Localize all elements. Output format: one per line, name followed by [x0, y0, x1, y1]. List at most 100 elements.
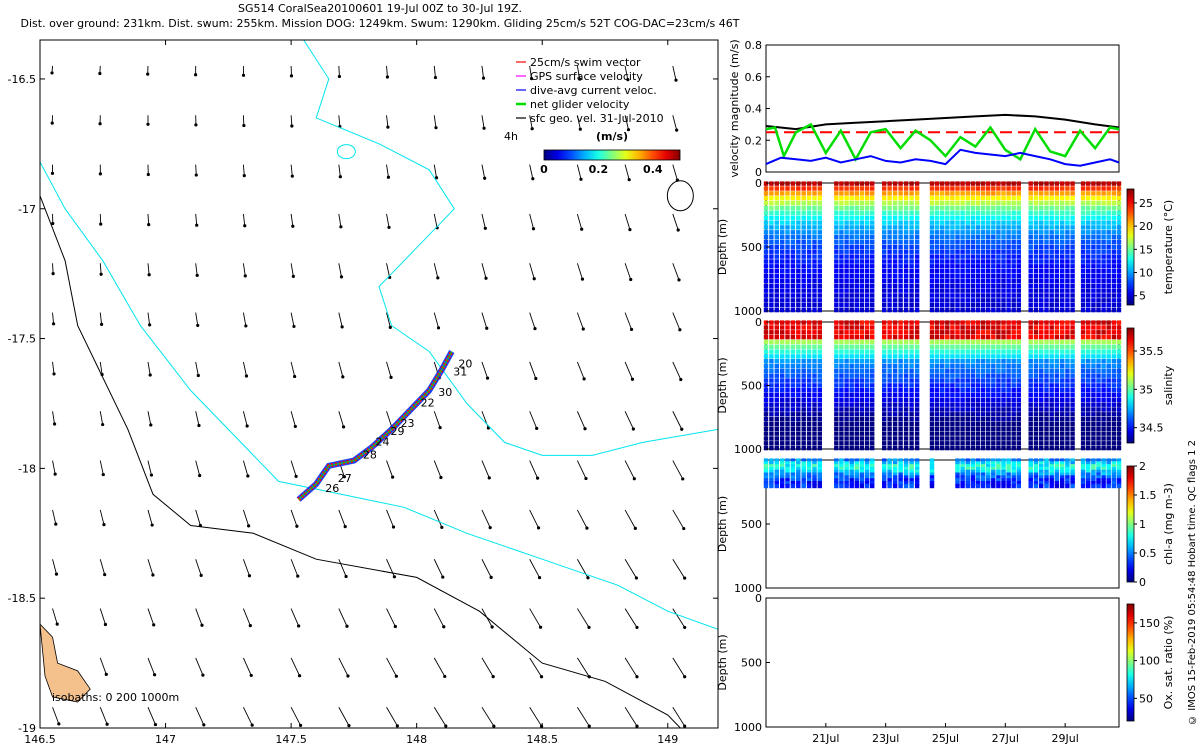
profile-dot — [790, 230, 796, 235]
profile-dot — [965, 475, 970, 480]
profile-dot — [882, 288, 887, 293]
profile-dot — [1028, 481, 1033, 486]
profile-dot — [1049, 307, 1054, 313]
profile-dot — [1011, 478, 1016, 483]
profile-dot — [1049, 293, 1054, 298]
profile-dot — [909, 293, 914, 298]
profile-dot — [806, 181, 812, 186]
profile-dot — [859, 215, 865, 220]
profile-dot — [844, 472, 849, 477]
profile-dot — [763, 441, 769, 446]
profile-dot — [970, 344, 976, 349]
profile-dot — [1065, 186, 1070, 191]
profile-dot — [790, 363, 796, 369]
profile-dot — [1070, 278, 1075, 284]
profile-dot — [763, 402, 769, 407]
profile-dot — [955, 363, 960, 369]
current-vector — [242, 312, 247, 327]
current-vector — [433, 65, 436, 78]
profile-dot — [887, 334, 892, 340]
profile-dot — [774, 325, 779, 330]
profile-dot — [898, 239, 903, 245]
profile-dot — [909, 320, 914, 325]
current-vector-head — [578, 127, 582, 131]
profile-dot — [950, 288, 955, 293]
profile-dot — [796, 421, 801, 427]
profile-dot — [854, 215, 859, 220]
profile-dot — [1049, 200, 1054, 206]
profile-dot — [1033, 307, 1039, 313]
profile-dot — [1011, 191, 1016, 196]
profile-dot — [769, 472, 774, 477]
profile-dot — [1054, 230, 1060, 235]
profile-dot — [849, 397, 854, 403]
profile-dot — [854, 466, 859, 472]
current-vector-head — [342, 475, 346, 479]
profile-dot — [892, 278, 898, 284]
profile-dot — [1086, 320, 1091, 325]
current-vector-head — [51, 272, 55, 276]
profile-dot — [934, 191, 940, 196]
profile-dot — [1086, 191, 1091, 196]
profile-dot — [1060, 472, 1065, 477]
profile-dot — [892, 196, 898, 201]
profile-dot — [870, 466, 875, 472]
profile-dot — [965, 445, 970, 451]
profile-dot — [1080, 475, 1086, 480]
profile-dot — [780, 466, 785, 472]
profile-dot — [796, 230, 801, 235]
profile-dot — [914, 234, 920, 240]
profile-dot — [991, 205, 996, 211]
profile-dot — [975, 373, 981, 378]
profile-dot — [1080, 412, 1086, 417]
profile-dot — [934, 349, 940, 354]
profile-dot — [986, 259, 991, 264]
track-day-label: 26 — [325, 482, 339, 495]
profile-dot — [980, 244, 986, 250]
profile-dot — [965, 196, 970, 201]
current-vector-head — [197, 423, 201, 428]
profile-dot — [892, 344, 898, 349]
profile-dot — [834, 475, 839, 480]
profile-dot — [769, 441, 774, 446]
profile-dot — [1101, 288, 1106, 293]
current-vector — [386, 65, 388, 78]
profile-dot — [780, 475, 785, 480]
profile-dot — [1086, 483, 1091, 489]
profile-dot — [929, 264, 935, 269]
profile-dot — [849, 407, 854, 412]
profile-dot — [859, 464, 865, 469]
profile-dot — [903, 254, 909, 259]
profile-dot — [774, 354, 779, 359]
profile-dot — [950, 244, 955, 250]
profile-dot — [1039, 466, 1044, 472]
profile-dot — [1028, 475, 1033, 480]
current-vector-head — [578, 77, 582, 81]
profile-dot — [1086, 412, 1091, 417]
profile-dot — [1033, 373, 1039, 378]
track-day-label: 31 — [453, 365, 467, 378]
profile-dot — [849, 458, 854, 463]
profile-dot — [859, 181, 865, 186]
profile-dot — [1044, 373, 1049, 378]
profile-dot — [849, 303, 854, 308]
profile-dot — [970, 363, 976, 369]
profile-dot — [1033, 278, 1039, 284]
profile-dot — [970, 392, 976, 398]
profile-dot — [1096, 220, 1101, 225]
profile-dot — [914, 307, 920, 313]
profile-dot — [801, 481, 806, 486]
profile-dot — [970, 230, 976, 235]
current-vector-head — [485, 326, 489, 330]
current-vector — [576, 657, 590, 677]
profile-dot — [812, 421, 817, 427]
profile-dot — [1011, 181, 1016, 186]
profile-dot — [1001, 445, 1006, 451]
profile-dot — [892, 273, 898, 279]
profile-dot — [882, 320, 887, 325]
profile-dot — [864, 458, 870, 463]
profile-dot — [854, 220, 859, 225]
profile-dot — [812, 325, 817, 330]
profile-dot — [1028, 259, 1033, 264]
